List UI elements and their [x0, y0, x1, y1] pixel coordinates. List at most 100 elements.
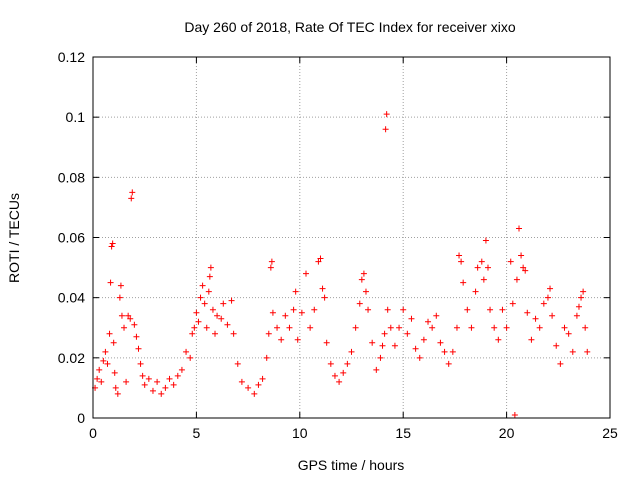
data-point [420, 336, 427, 343]
data-point [234, 360, 241, 367]
data-point [139, 372, 146, 379]
x-tick-label: 0 [89, 425, 97, 441]
data-point [102, 348, 109, 355]
data-point [507, 258, 514, 265]
data-point [468, 324, 475, 331]
data-point [245, 384, 252, 391]
x-tick-label: 15 [395, 425, 411, 441]
data-point [495, 336, 502, 343]
x-tick-label: 25 [602, 425, 618, 441]
data-point [513, 276, 520, 283]
data-point [391, 342, 398, 349]
data-point [522, 267, 529, 274]
data-point [162, 384, 169, 391]
data-point [464, 306, 471, 313]
data-point [259, 375, 266, 382]
data-point [429, 324, 436, 331]
x-tick-label: 5 [193, 425, 201, 441]
data-point [108, 243, 115, 250]
data-point [166, 375, 173, 382]
data-point [348, 348, 355, 355]
data-point [433, 312, 440, 319]
data-point [220, 300, 227, 307]
data-point [303, 270, 310, 277]
data-point [544, 294, 551, 301]
data-point [453, 324, 460, 331]
data-point [137, 360, 144, 367]
data-point [263, 354, 270, 361]
data-point [286, 324, 293, 331]
data-point [480, 276, 487, 283]
data-point [336, 378, 343, 385]
y-axis-title: ROTI / TECUs [6, 193, 22, 283]
data-point [441, 348, 448, 355]
data-point [207, 264, 214, 271]
data-point [404, 330, 411, 337]
x-tick-label: 20 [499, 425, 515, 441]
data-point [387, 324, 394, 331]
data-point [584, 348, 591, 355]
x-tick-label: 10 [292, 425, 308, 441]
data-point [456, 252, 463, 259]
data-point [518, 252, 525, 259]
data-point [114, 390, 121, 397]
data-point [511, 411, 518, 418]
data-point [487, 306, 494, 313]
data-point [408, 315, 415, 322]
data-point [573, 312, 580, 319]
data-point [191, 324, 198, 331]
y-tick-label: 0 [77, 410, 85, 426]
axes: 0 5 10 15 20 25 0 0.02 0.04 0.06 0.08 0.1 0.12 [58, 49, 618, 441]
data-point [274, 324, 281, 331]
data-point [478, 258, 485, 265]
data-point [384, 306, 391, 313]
data-point [557, 360, 564, 367]
data-point [265, 330, 272, 337]
data-point [321, 294, 328, 301]
data-point [145, 375, 152, 382]
data-point [96, 366, 103, 373]
data-point [575, 303, 582, 310]
data-point [425, 318, 432, 325]
data-point [195, 318, 202, 325]
x-axis-title: GPS time / hours [298, 457, 405, 473]
data-point [445, 360, 452, 367]
data-point [379, 342, 386, 349]
data-point [218, 315, 225, 322]
data-point [331, 372, 338, 379]
data-point [474, 264, 481, 271]
data-point [569, 348, 576, 355]
data-point [412, 345, 419, 352]
data-point [311, 306, 318, 313]
data-point [107, 279, 114, 286]
data-point [278, 336, 285, 343]
data-point [437, 339, 444, 346]
data-point [109, 240, 116, 247]
data-point [561, 324, 568, 331]
data-point [251, 390, 258, 397]
data-point [482, 237, 489, 244]
data-point [203, 324, 210, 331]
data-point [509, 300, 516, 307]
y-tick-label: 0.1 [66, 109, 86, 125]
data-point [106, 330, 113, 337]
data-point [582, 324, 589, 331]
data-point [116, 294, 123, 301]
data-point [503, 324, 510, 331]
data-point [292, 288, 299, 295]
data-point [358, 276, 365, 283]
grid-lines [93, 57, 610, 418]
data-point [553, 342, 560, 349]
data-point [268, 258, 275, 265]
data-point [499, 306, 506, 313]
data-point [524, 309, 531, 316]
data-point [540, 300, 547, 307]
y-tick-label: 0.04 [58, 290, 85, 306]
data-point [110, 339, 117, 346]
data-point [209, 306, 216, 313]
data-point [255, 381, 262, 388]
data-point [472, 288, 479, 295]
data-point [327, 360, 334, 367]
data-point [129, 189, 136, 196]
data-point [317, 255, 324, 262]
